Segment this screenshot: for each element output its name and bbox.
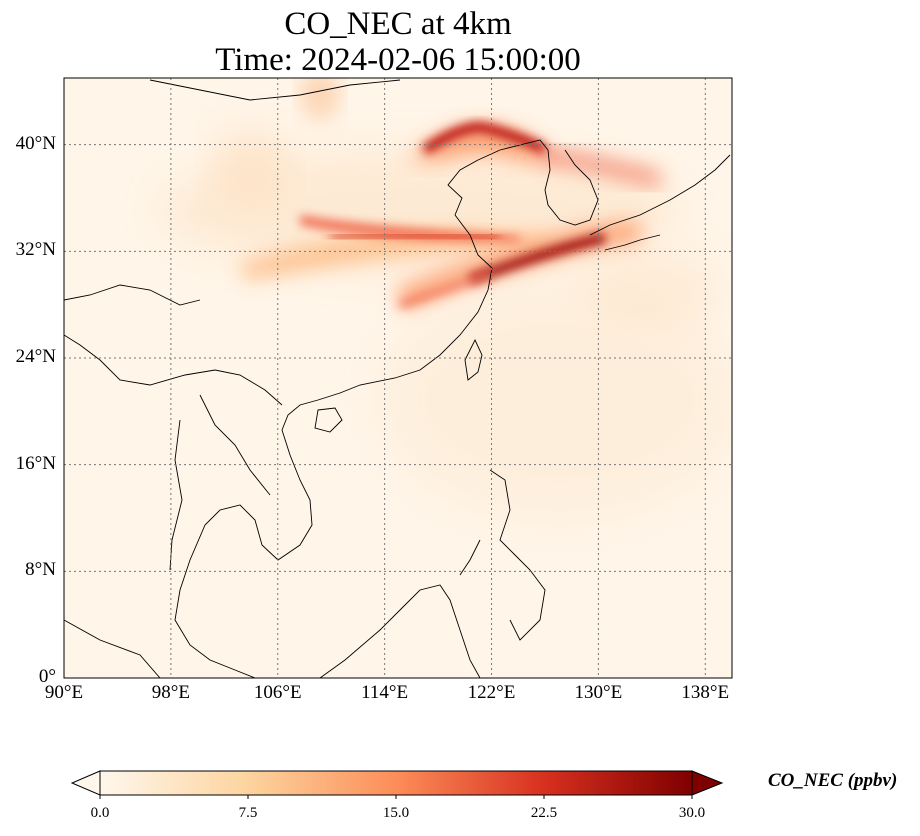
lat-tick-label: 40°N (15, 132, 56, 154)
lon-tick-label: 98°E (151, 682, 190, 703)
colorbar-tick-label: 7.5 (238, 805, 258, 821)
lon-tick-label: 122°E (467, 682, 516, 703)
north-china-plume (410, 122, 662, 187)
lon-tick-label: 106°E (253, 682, 302, 703)
central-china-band (240, 215, 545, 280)
colorbar-extend-low (70, 770, 101, 796)
gridlines (64, 78, 732, 678)
lat-tick-label: 0° (38, 666, 56, 687)
colorbar-tick-label: 0.0 (90, 805, 110, 821)
colorbar-extend-high (691, 770, 724, 796)
colorbar-tick-label: 30.0 (678, 805, 706, 821)
lat-tick-label: 24°N (15, 346, 56, 367)
yangtze-to-japan-plume (395, 221, 642, 311)
map-title-line1: CO_NEC at 4km (284, 6, 512, 42)
lon-tick-label: 138°E (681, 682, 730, 703)
lon-tick-label: 114°E (361, 682, 409, 703)
lat-tick-label: 32°N (15, 239, 56, 261)
colorbar (70, 770, 724, 799)
lat-tick-label: 8°N (25, 559, 56, 581)
colorbar-tick-label: 15.0 (382, 805, 410, 821)
map-title-line2: Time: 2024-02-06 15:00:00 (215, 42, 581, 78)
colorbar-title: CO_NEC (ppbv) (768, 770, 898, 791)
colorbar-tick-label: 22.5 (530, 805, 558, 821)
lon-tick-label: 90°E (44, 682, 84, 703)
lat-tick-label: 16°N (15, 452, 56, 474)
concentration-field (160, 78, 732, 520)
map-frame (63, 77, 733, 679)
colorbar-body (99, 770, 693, 796)
coastlines (64, 79, 731, 678)
lon-tick-label: 130°E (574, 682, 623, 703)
